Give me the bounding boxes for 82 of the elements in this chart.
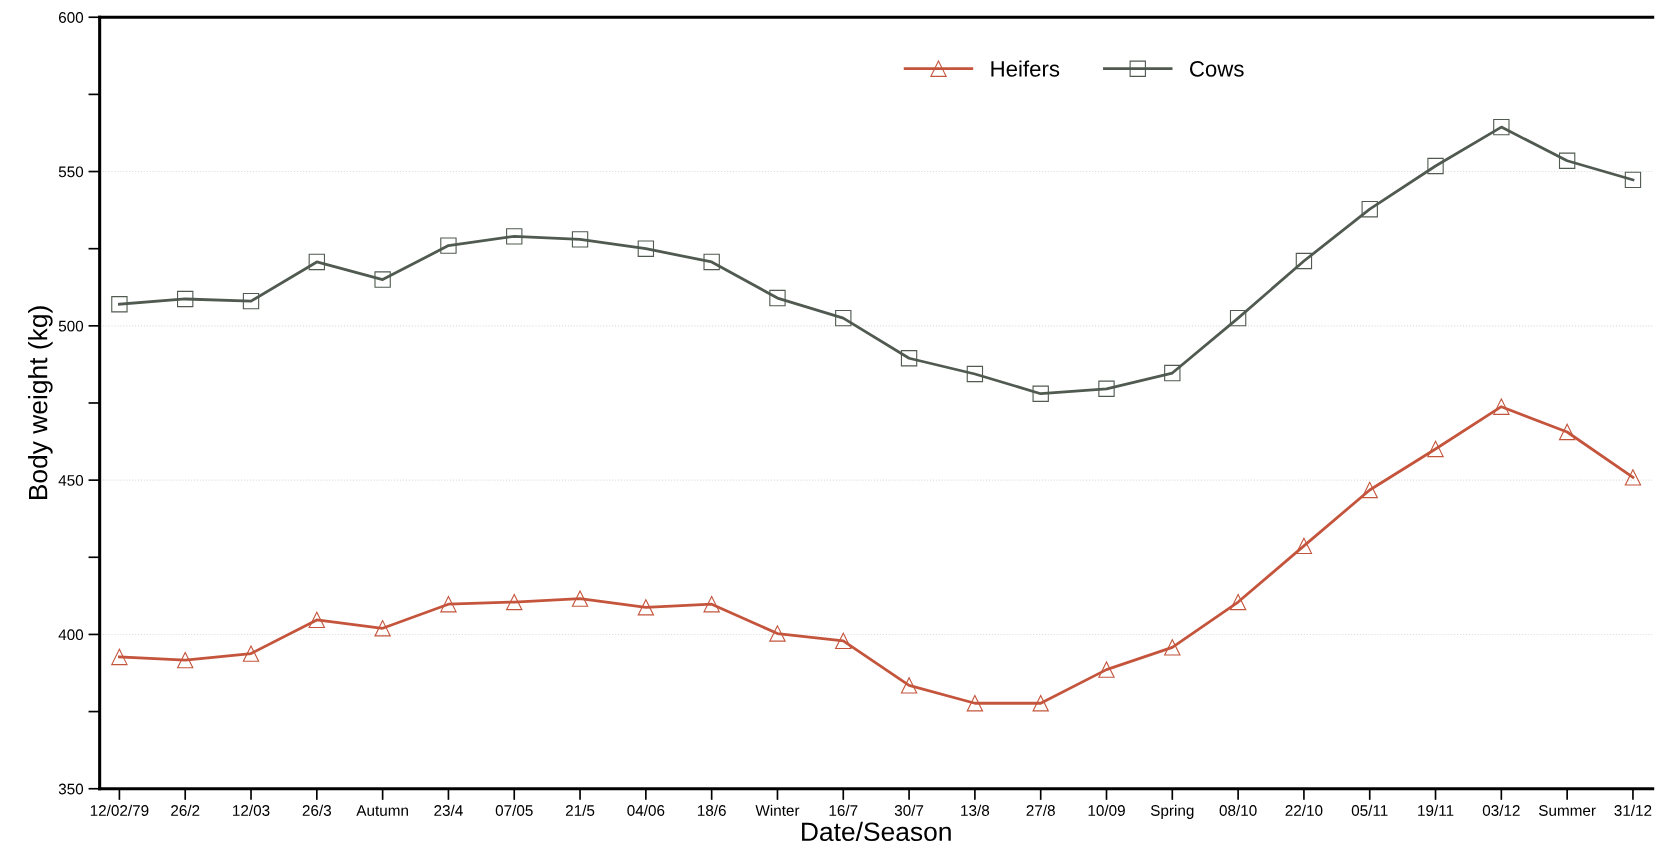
point <box>900 350 918 367</box>
y-axis-title: Body weight (kg) <box>28 306 53 500</box>
y-tick-label: 350 <box>58 783 84 795</box>
point <box>1032 385 1049 402</box>
x-tick-label: 26/2 <box>171 804 200 816</box>
point <box>1558 423 1576 441</box>
point <box>1427 157 1444 175</box>
point <box>177 651 194 669</box>
point <box>1164 364 1181 382</box>
x-tick-label: 05/11 <box>1351 804 1388 816</box>
point <box>966 695 984 712</box>
y-tick-label: 450 <box>58 475 84 486</box>
x-tick-label: Spring <box>1150 804 1194 819</box>
point <box>1295 252 1313 270</box>
x-tick-label: 16/7 <box>829 804 858 816</box>
x-tick-label: 07/05 <box>495 804 533 816</box>
x-tick-label: 18/6 <box>697 804 726 816</box>
point <box>242 292 260 310</box>
x-tick-label: Winter <box>755 804 800 816</box>
y-tick-label: 550 <box>58 166 84 178</box>
x-tick-label: 23/4 <box>434 804 463 816</box>
point <box>1624 171 1642 189</box>
point <box>1361 200 1378 218</box>
x-tick-label: 12/03 <box>233 804 270 816</box>
point <box>703 595 720 613</box>
x-tick-label: Summer <box>1538 805 1596 816</box>
x-axis-title: Date/Season <box>802 821 951 842</box>
legend-label: Heifers <box>991 60 1060 77</box>
point <box>308 253 326 271</box>
y-tick-label: 400 <box>58 629 84 641</box>
y-tick-label: 600 <box>58 12 84 23</box>
x-tick-label: 26/3 <box>302 804 332 816</box>
point <box>1361 481 1378 499</box>
x-tick-label: 27/8 <box>1026 804 1055 816</box>
point <box>571 590 589 607</box>
point <box>966 365 984 383</box>
x-tick-label: 21/5 <box>565 804 595 816</box>
y-tick-label: 500 <box>58 320 84 332</box>
point <box>440 237 457 254</box>
x-tick-label: 22/10 <box>1285 804 1323 816</box>
point <box>1098 661 1115 678</box>
point <box>506 228 523 245</box>
x-tick-label: Autumn <box>356 805 408 816</box>
point <box>440 595 457 613</box>
x-tick-label: 19/11 <box>1418 804 1454 816</box>
point <box>1229 593 1247 611</box>
point <box>637 240 655 257</box>
point <box>1098 380 1115 397</box>
x-tick-label: 10/09 <box>1088 804 1125 816</box>
point <box>506 593 523 611</box>
point <box>111 296 128 313</box>
x-tick-label: 03/12 <box>1482 804 1520 816</box>
point <box>242 645 260 662</box>
point <box>1493 398 1510 415</box>
x-tick-label: 13/8 <box>961 804 990 816</box>
point <box>111 648 128 666</box>
point <box>900 677 918 694</box>
point <box>374 271 391 288</box>
point <box>1164 639 1181 656</box>
point <box>177 290 194 308</box>
point <box>1624 469 1642 486</box>
point <box>769 625 786 642</box>
point <box>308 611 326 629</box>
point <box>1493 118 1510 136</box>
x-tick-label: 04/06 <box>627 804 665 816</box>
point <box>703 253 720 271</box>
point <box>835 632 852 650</box>
point <box>1427 440 1444 458</box>
x-tick-label: 08/10 <box>1219 804 1257 816</box>
legend-label: Cows <box>1190 60 1244 77</box>
point <box>637 599 655 616</box>
point <box>571 231 589 248</box>
point <box>1295 537 1313 555</box>
point <box>1032 695 1049 712</box>
point <box>769 289 786 307</box>
x-tick-label: 30/7 <box>894 804 924 816</box>
point <box>1558 152 1576 169</box>
point <box>1229 309 1247 327</box>
point <box>835 309 852 327</box>
point <box>374 620 391 637</box>
x-tick-label: 12/02/79 <box>90 804 149 816</box>
x-tick-label: 31/12 <box>1614 804 1652 816</box>
